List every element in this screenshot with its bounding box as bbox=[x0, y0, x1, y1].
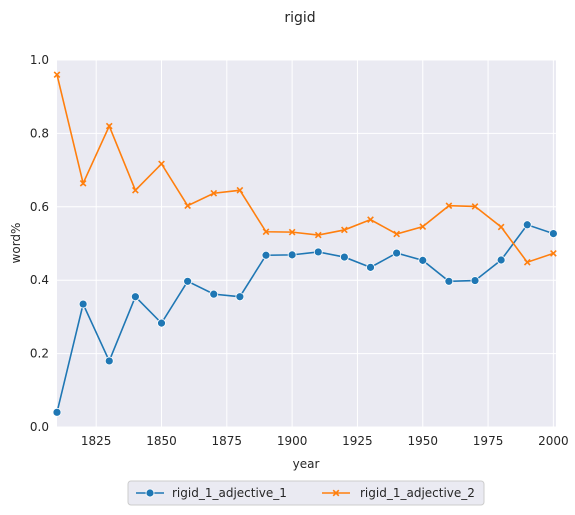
data-point-series-2 bbox=[314, 231, 322, 239]
data-point-series-1 bbox=[287, 250, 297, 260]
y-axis-label: word% bbox=[9, 223, 23, 264]
y-tick-label: 0.6 bbox=[30, 200, 49, 214]
data-point-series-1 bbox=[366, 262, 375, 272]
data-point-series-1 bbox=[313, 247, 323, 257]
y-tick-label: 0.4 bbox=[30, 273, 49, 287]
x-tick-label: 1825 bbox=[81, 434, 112, 448]
data-point-series-2 bbox=[184, 202, 191, 210]
data-point-series-2 bbox=[236, 186, 244, 194]
data-point-series-1 bbox=[104, 356, 114, 366]
y-tick-label: 1.0 bbox=[30, 53, 49, 67]
data-point-series-2 bbox=[105, 122, 113, 130]
data-point-series-2 bbox=[288, 228, 296, 236]
legend-marker-2 bbox=[332, 489, 340, 497]
x-tick-label: 1950 bbox=[407, 434, 438, 448]
legend-marker-1 bbox=[145, 488, 155, 498]
x-axis-label: year bbox=[293, 457, 320, 471]
x-axis-ticks: 1825 1850 1875 1900 1925 1950 1975 2000 bbox=[81, 434, 569, 448]
data-point-series-1 bbox=[470, 276, 480, 285]
data-point-series-1 bbox=[78, 299, 88, 309]
plot-area bbox=[57, 60, 556, 427]
legend-label-2: rigid_1_adjective_2 bbox=[360, 486, 475, 500]
x-tick-label: 1875 bbox=[212, 434, 243, 448]
data-point-series-2 bbox=[132, 186, 139, 194]
legend-box bbox=[127, 480, 485, 506]
data-point-series-2 bbox=[393, 230, 400, 238]
data-point-series-1 bbox=[522, 220, 532, 230]
x-tick-label: 1900 bbox=[277, 434, 308, 448]
y-axis-ticks: 0.0 0.2 0.4 0.6 0.8 1.0 bbox=[30, 53, 49, 434]
data-point-series-2 bbox=[471, 203, 479, 210]
data-point-series-2 bbox=[79, 179, 87, 187]
data-point-series-2 bbox=[158, 160, 165, 168]
x-tick-label: 2000 bbox=[538, 434, 569, 448]
grid-lines bbox=[57, 59, 556, 428]
data-point-series-2 bbox=[419, 223, 427, 230]
x-tick-label: 1975 bbox=[473, 434, 504, 448]
data-point-series-1 bbox=[209, 289, 219, 299]
y-tick-label: 0.8 bbox=[30, 126, 49, 140]
legend-label-1: rigid_1_adjective_1 bbox=[172, 486, 287, 500]
data-point-series-1 bbox=[339, 252, 349, 262]
x-tick-label: 1925 bbox=[342, 434, 373, 448]
data-point-series-1 bbox=[235, 292, 245, 302]
data-point-series-2 bbox=[550, 250, 557, 257]
data-point-series-1 bbox=[52, 407, 62, 417]
data-point-series-2 bbox=[523, 258, 531, 266]
data-point-series-1 bbox=[548, 229, 558, 238]
data-point-series-1 bbox=[496, 255, 506, 265]
series-markers bbox=[52, 71, 558, 417]
data-point-series-2 bbox=[262, 228, 270, 236]
data-point-series-2 bbox=[341, 226, 348, 234]
series-line-2 bbox=[56, 74, 554, 264]
data-point-series-1 bbox=[183, 276, 193, 286]
data-point-series-1 bbox=[157, 318, 166, 328]
data-point-series-2 bbox=[210, 189, 218, 197]
data-point-series-2 bbox=[445, 202, 453, 210]
data-point-series-1 bbox=[130, 292, 140, 302]
data-point-series-1 bbox=[261, 250, 271, 260]
x-tick-label: 1850 bbox=[146, 434, 177, 448]
data-point-series-2 bbox=[367, 216, 374, 224]
data-point-series-2 bbox=[497, 223, 505, 231]
data-point-series-2 bbox=[53, 71, 61, 79]
data-point-series-1 bbox=[444, 276, 454, 286]
legend: rigid_1_adjective_1 rigid_1_adjective_2 bbox=[127, 480, 485, 506]
y-tick-label: 0.0 bbox=[30, 420, 49, 434]
data-point-series-1 bbox=[392, 248, 402, 258]
chart-title: rigid bbox=[284, 10, 315, 26]
data-point-series-1 bbox=[418, 255, 428, 265]
y-tick-label: 0.2 bbox=[30, 347, 49, 361]
